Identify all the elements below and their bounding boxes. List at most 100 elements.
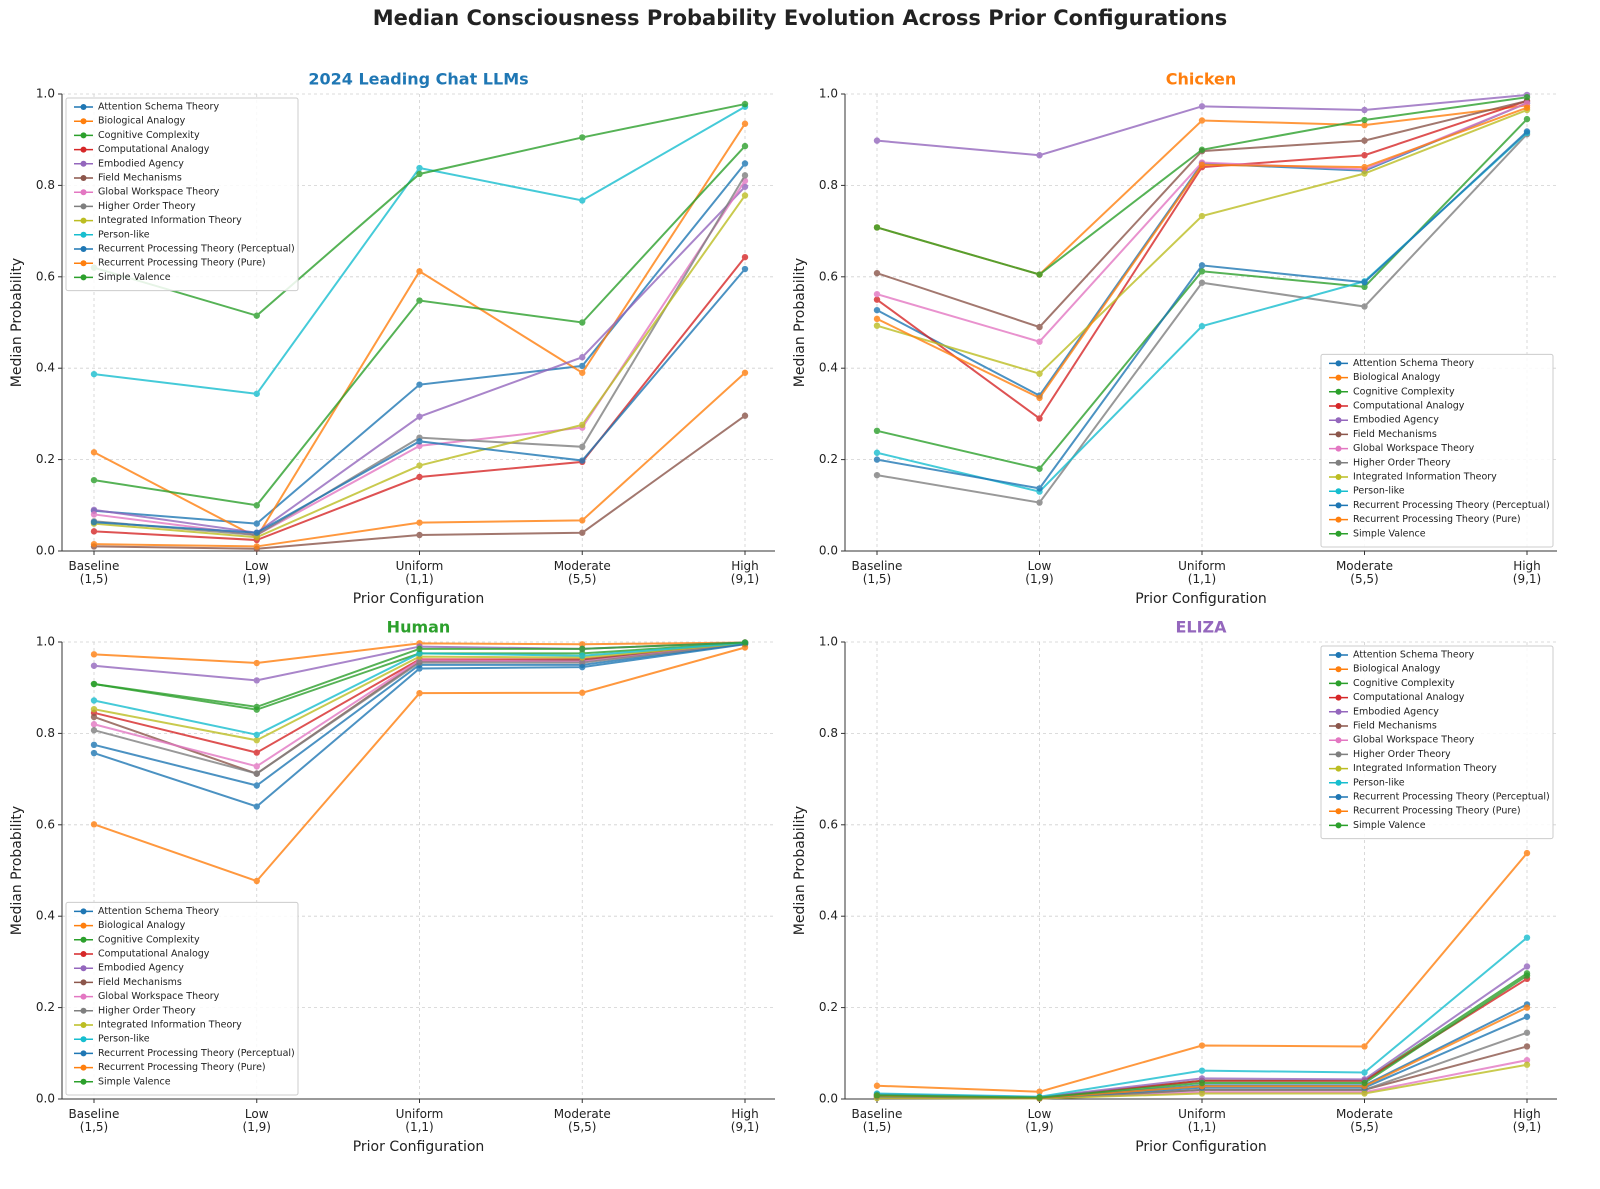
legend: Attention Schema Theory Biological Analog…	[65, 97, 299, 292]
y-tick-label: 0.6	[819, 269, 838, 283]
legend-marker	[1335, 459, 1342, 466]
x-axis-label: Prior Configuration	[1135, 591, 1267, 607]
data-point	[1198, 322, 1206, 330]
data-point	[253, 877, 260, 885]
data-point	[416, 689, 423, 697]
data-point	[579, 362, 586, 370]
data-point	[579, 645, 586, 653]
legend-label: Computational Analogy	[98, 949, 210, 960]
legend-marker	[80, 104, 87, 110]
data-point	[416, 268, 423, 275]
data-point	[1361, 1090, 1368, 1097]
legend-marker	[80, 908, 87, 915]
data-point	[579, 421, 586, 429]
data-point	[1036, 499, 1043, 506]
legend-marker	[80, 146, 87, 153]
data-point	[579, 354, 586, 361]
y-tick-label: 0.4	[36, 361, 55, 375]
y-tick-label: 0.4	[36, 909, 55, 923]
series	[90, 265, 749, 536]
legend-label: Person-like	[98, 229, 150, 240]
data-point	[1198, 268, 1206, 275]
data-point	[1198, 279, 1206, 286]
data-point	[1198, 146, 1206, 153]
y-axis-label: Median Probability	[9, 258, 25, 387]
series	[873, 91, 1531, 159]
legend: Attention Schema Theory Biological Analog…	[1320, 353, 1554, 548]
data-point	[1523, 1043, 1531, 1050]
data-point	[253, 677, 260, 684]
data-point	[416, 442, 423, 450]
data-point	[1198, 1090, 1206, 1097]
data-point	[1523, 1061, 1531, 1068]
legend-label: Recurrent Processing Theory (Pure)	[1353, 806, 1521, 817]
data-point	[90, 741, 98, 749]
x-axis-label: Prior Configuration	[1135, 1139, 1267, 1155]
data-point	[253, 782, 260, 789]
data-point	[1361, 279, 1368, 286]
x-tick-label: Low (1,9)	[1025, 559, 1053, 586]
data-point	[1036, 485, 1043, 492]
panel: 0.0 0.2 0.4 0.6 0.8 1.0 Baseline (1,5) Low (1,9) U…	[9, 70, 775, 607]
x-tick-label: Moderate (5,5)	[1336, 1107, 1393, 1134]
panel-title: Chicken	[1166, 70, 1237, 89]
data-point	[90, 511, 98, 518]
data-point	[873, 137, 881, 144]
legend-label: Cognitive Complexity	[1353, 678, 1455, 689]
data-point	[253, 543, 260, 550]
legend-label: Integrated Information Theory	[98, 1020, 242, 1031]
data-point	[873, 427, 881, 435]
data-point	[1523, 1029, 1531, 1036]
data-point	[579, 652, 586, 659]
data-point	[873, 296, 881, 303]
data-point	[579, 663, 586, 671]
y-tick-label: 0.8	[819, 726, 838, 740]
data-point	[1198, 1079, 1206, 1087]
legend-marker	[80, 175, 87, 181]
legend-marker	[80, 1007, 87, 1014]
data-point	[1523, 963, 1531, 970]
data-point	[741, 412, 749, 419]
legend-label: Simple Valence	[1353, 820, 1426, 831]
data-point	[253, 803, 260, 810]
data-point	[90, 821, 98, 828]
legend-marker	[80, 1036, 87, 1043]
legend-label: Simple Valence	[98, 272, 171, 283]
legend-marker	[80, 1022, 87, 1028]
legend-label: Integrated Information Theory	[1353, 763, 1497, 774]
legend-marker	[80, 1078, 87, 1085]
data-point	[741, 142, 749, 150]
y-tick-label: 0.2	[819, 1000, 838, 1014]
data-point	[579, 134, 586, 141]
x-tick-label: Baseline (1,5)	[852, 559, 903, 586]
legend-marker	[1335, 488, 1342, 495]
legend-label: Higher Order Theory	[1353, 457, 1451, 468]
y-tick-label: 0.6	[36, 269, 55, 283]
series	[873, 93, 1531, 278]
legend-marker	[80, 231, 87, 238]
data-point	[416, 473, 423, 481]
y-tick-label: 0.6	[819, 817, 838, 831]
data-point	[1036, 415, 1043, 422]
legend-label: Global Workspace Theory	[1353, 735, 1475, 746]
data-point	[1198, 212, 1206, 220]
legend-marker	[80, 1064, 87, 1071]
y-tick-label: 0.6	[36, 817, 55, 831]
data-point	[253, 763, 260, 770]
x-tick-label: High (9,1)	[1513, 1107, 1541, 1134]
data-point	[1361, 116, 1368, 124]
data-point	[873, 322, 881, 329]
panel-title: 2024 Leading Chat LLMs	[308, 70, 528, 89]
legend-label: Recurrent Processing Theory (Perceptual)	[1353, 500, 1550, 511]
legend-label: Recurrent Processing Theory (Pure)	[98, 258, 266, 269]
data-point	[90, 528, 98, 535]
data-point	[873, 315, 881, 323]
x-tick-label: Uniform (1,1)	[1178, 559, 1226, 586]
data-point	[1523, 99, 1531, 107]
data-point	[90, 476, 98, 484]
legend-box	[65, 97, 299, 292]
data-point	[1036, 1088, 1043, 1095]
data-point	[1036, 271, 1043, 278]
legend-label: Simple Valence	[1353, 528, 1426, 539]
legend-marker	[80, 132, 87, 139]
